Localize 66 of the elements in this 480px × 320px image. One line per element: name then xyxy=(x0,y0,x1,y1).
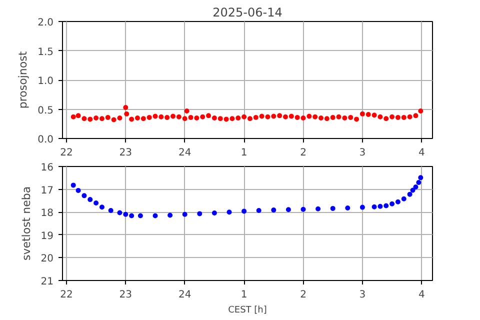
x-tick-label: 3 xyxy=(359,148,366,158)
x-axis-title: CEST [h] xyxy=(228,306,267,316)
chart-title: 2025-06-14 xyxy=(212,6,282,20)
point xyxy=(99,204,104,210)
point xyxy=(76,188,81,193)
x-tick-label: 24 xyxy=(178,148,192,158)
y-tick-label: 16 xyxy=(40,162,54,174)
point xyxy=(256,208,262,213)
point xyxy=(418,175,424,180)
point xyxy=(168,212,173,218)
y-tick-label: 18 xyxy=(40,208,54,220)
x-tick-label: 2 xyxy=(300,148,306,158)
point xyxy=(123,212,128,217)
y-tick-label: 20 xyxy=(40,254,54,265)
y-tick-label: 0.5 xyxy=(38,105,54,116)
point xyxy=(416,180,422,185)
point xyxy=(378,204,383,209)
y-tick-label: 0.0 xyxy=(38,134,54,146)
point xyxy=(360,204,365,210)
point xyxy=(82,193,87,198)
point xyxy=(271,208,276,213)
point xyxy=(372,204,377,210)
point xyxy=(413,184,418,190)
x-tick-label: 22 xyxy=(60,290,73,300)
x-tick-label: 23 xyxy=(119,290,132,300)
y-axis-title: svetlost neba xyxy=(20,186,33,261)
x-tick-label: 4 xyxy=(418,148,425,158)
point xyxy=(330,206,336,211)
y-axis-title: prosojnost xyxy=(16,50,30,109)
x-tick-label: 1 xyxy=(240,148,248,158)
point xyxy=(129,213,134,218)
y-tick-label: 19 xyxy=(40,230,54,242)
point xyxy=(410,188,416,193)
point xyxy=(300,206,306,212)
point xyxy=(345,206,350,210)
x-tick-label: 3 xyxy=(359,290,366,300)
point xyxy=(182,212,188,217)
point xyxy=(390,201,395,206)
point xyxy=(212,210,217,216)
x-tick-label: 1 xyxy=(240,290,248,300)
point xyxy=(286,207,291,212)
point xyxy=(88,197,93,202)
x-tick-label: 4 xyxy=(418,290,425,300)
y-tick-label: 17 xyxy=(40,185,54,196)
point xyxy=(407,192,412,197)
point xyxy=(316,206,321,212)
point xyxy=(197,211,202,216)
x-tick-label: 2 xyxy=(300,290,306,300)
y-tick-label: 1.0 xyxy=(38,76,54,87)
x-tick-label: 24 xyxy=(178,290,192,300)
point xyxy=(226,210,232,215)
point xyxy=(94,200,99,206)
y-tick-label: 2.0 xyxy=(38,18,54,28)
point xyxy=(70,182,76,188)
x-tick-label: 22 xyxy=(60,148,73,158)
point xyxy=(395,199,400,204)
y-tick-label: 21 xyxy=(40,276,54,288)
x-tick-label: 23 xyxy=(119,148,132,158)
point xyxy=(152,213,158,218)
point xyxy=(138,213,143,218)
point xyxy=(117,210,122,216)
point xyxy=(401,196,406,202)
point xyxy=(384,203,389,208)
point xyxy=(242,208,247,214)
y-tick-label: 1.5 xyxy=(38,46,54,58)
point xyxy=(108,208,114,213)
